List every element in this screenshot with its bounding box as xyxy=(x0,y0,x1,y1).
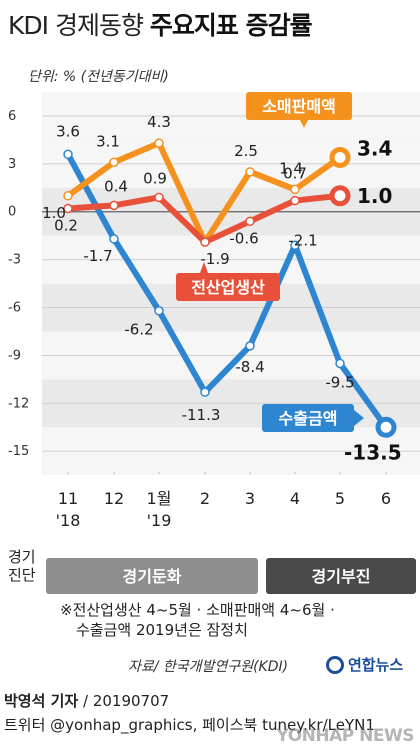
exports-point xyxy=(290,240,300,251)
x-tick-label: 12 xyxy=(104,489,124,508)
industrial-production-value-label: 0.9 xyxy=(143,169,167,187)
exports-point xyxy=(245,341,255,351)
source-text: 자료/ 한국개발연구원(KDI) xyxy=(128,659,289,675)
retail-sales-latest-value: 3.4 xyxy=(357,136,392,160)
x-tick-label: 4 xyxy=(290,489,300,508)
industrial-production-value-label: -0.6 xyxy=(229,229,258,247)
industrial-production-latest-value: 1.0 xyxy=(357,184,392,208)
industrial-production-tag-pointer xyxy=(200,262,208,273)
x-tick-label: '18 xyxy=(56,511,81,530)
exports-endpoint xyxy=(375,416,397,438)
byline-author: 박영석 기자 xyxy=(4,692,79,710)
x-tick-label: 1월 xyxy=(147,489,172,508)
exports-tag-pointer xyxy=(354,410,364,426)
exports-latest-value: -13.5 xyxy=(344,440,402,464)
y-tick-label: -3 xyxy=(8,253,21,268)
industrial-production-value-label: 0.2 xyxy=(54,217,78,235)
unit-label: 단위: % (전년동기대비) xyxy=(28,69,169,85)
retail-sales-tag-pointer xyxy=(300,120,308,128)
exports-value-label: -8.4 xyxy=(235,358,264,376)
retail-sales-tag xyxy=(246,92,352,120)
retail-sales-value-label: 2.5 xyxy=(234,142,258,160)
x-tick-label: 5 xyxy=(335,489,345,508)
exports-tag xyxy=(262,404,354,432)
retail-sales-value-label: 4.3 xyxy=(147,113,171,131)
x-tick-label: 11 xyxy=(58,489,78,508)
industrial-production-endpoint xyxy=(329,185,351,207)
industrial-production-point xyxy=(245,216,255,227)
phase-slowdown-label: 경기둔화 xyxy=(123,567,182,586)
x-tick-label: '19 xyxy=(147,511,172,530)
phase-sluggish-label: 경기부진 xyxy=(312,567,371,586)
phase-axis-label: 경기 xyxy=(8,548,36,566)
title-part-1: KDI 경제동향 xyxy=(8,11,144,40)
y-tick-label: -9 xyxy=(8,348,21,363)
y-tick-label: 3 xyxy=(8,157,16,172)
yonhap-logo: 연합뉴스 xyxy=(326,654,403,675)
watermark: YONHAP NEWS xyxy=(276,726,415,746)
exports-point xyxy=(335,358,345,369)
exports-value-label: -11.3 xyxy=(182,406,221,424)
y-tick-label: -12 xyxy=(8,396,29,411)
yonhap-logo-icon xyxy=(326,655,344,674)
exports-name: 수출금액 xyxy=(279,409,338,428)
retail-sales-value-label: 3.1 xyxy=(96,132,120,150)
footnote-line-1: ※전산업생산 4~5월 · 소매판매액 4~6월 · xyxy=(60,601,335,619)
retail-sales-endpoint xyxy=(329,146,351,168)
retail-sales-value-label: 1.0 xyxy=(42,204,66,222)
phase-slowdown-bar xyxy=(46,558,258,594)
exports-point xyxy=(109,234,119,244)
industrial-production-point xyxy=(109,200,119,211)
line-chart: 6 3 0 -3 -6 -9 -12 -15 11 '18 12 1월 '19 2 3 4 5 6 1.0 3.1 4.… xyxy=(8,92,420,594)
y-tick-label: 0 xyxy=(8,205,16,220)
retail-sales-point xyxy=(109,157,119,168)
industrial-production-value-label: 0.4 xyxy=(104,177,128,195)
industrial-production-tag xyxy=(176,273,280,301)
y-tick-label: -15 xyxy=(8,444,29,459)
byline: 박영석 기자 / 20190707 xyxy=(4,690,169,711)
exports-point xyxy=(200,387,210,397)
phase-sluggish-bar xyxy=(266,558,416,594)
x-tick-label: 2 xyxy=(200,489,210,508)
industrial-production-point xyxy=(63,203,73,214)
retail-sales-name: 소매판매액 xyxy=(262,97,336,116)
x-tick-label: 3 xyxy=(245,489,255,508)
phase-axis-label: 진단 xyxy=(8,566,36,584)
industrial-production-value-label: 0.7 xyxy=(283,165,307,183)
footnote: ※전산업생산 4~5월 · 소매판매액 4~6월 · 수출금액 2019년은 잠… xyxy=(60,600,335,640)
exports-point xyxy=(63,149,73,160)
industrial-production-point xyxy=(154,192,164,203)
exports-line xyxy=(65,151,389,431)
industrial-production-point xyxy=(290,195,300,206)
y-tick-label: 6 xyxy=(8,109,16,124)
retail-sales-point xyxy=(154,138,164,148)
industrial-production-name: 전산업생산 xyxy=(191,278,265,297)
social-credit: 트위터 @yonhap_graphics, 페이스북 tuney.kr/LeYN… xyxy=(4,716,375,734)
exports-value-label: 3.6 xyxy=(56,122,80,140)
x-tick-label: 6 xyxy=(381,489,391,508)
exports-value-label: -1.7 xyxy=(83,247,112,265)
exports-value-label: -9.5 xyxy=(325,373,354,391)
retail-sales-point xyxy=(245,167,255,177)
exports-point xyxy=(154,305,164,316)
retail-sales-value-label: 1.4 xyxy=(279,159,303,177)
y-tick-label: -6 xyxy=(8,301,21,316)
yonhap-logo-text: 연합뉴스 xyxy=(348,656,404,674)
retail-sales-point xyxy=(290,184,300,195)
industrial-production-value-label: -1.9 xyxy=(200,250,229,268)
byline-date: / 20190707 xyxy=(83,692,170,710)
chart-title: KDI 경제동향 주요지표 증감률 xyxy=(8,6,313,42)
footnote-line-2: 수출금액 2019년은 잠정치 xyxy=(76,621,248,639)
title-part-2: 주요지표 증감률 xyxy=(149,11,313,40)
retail-sales-point xyxy=(63,191,73,201)
industrial-production-point xyxy=(200,237,210,247)
exports-value-label: -6.2 xyxy=(124,321,153,339)
exports-value-label: -2.1 xyxy=(288,231,317,249)
